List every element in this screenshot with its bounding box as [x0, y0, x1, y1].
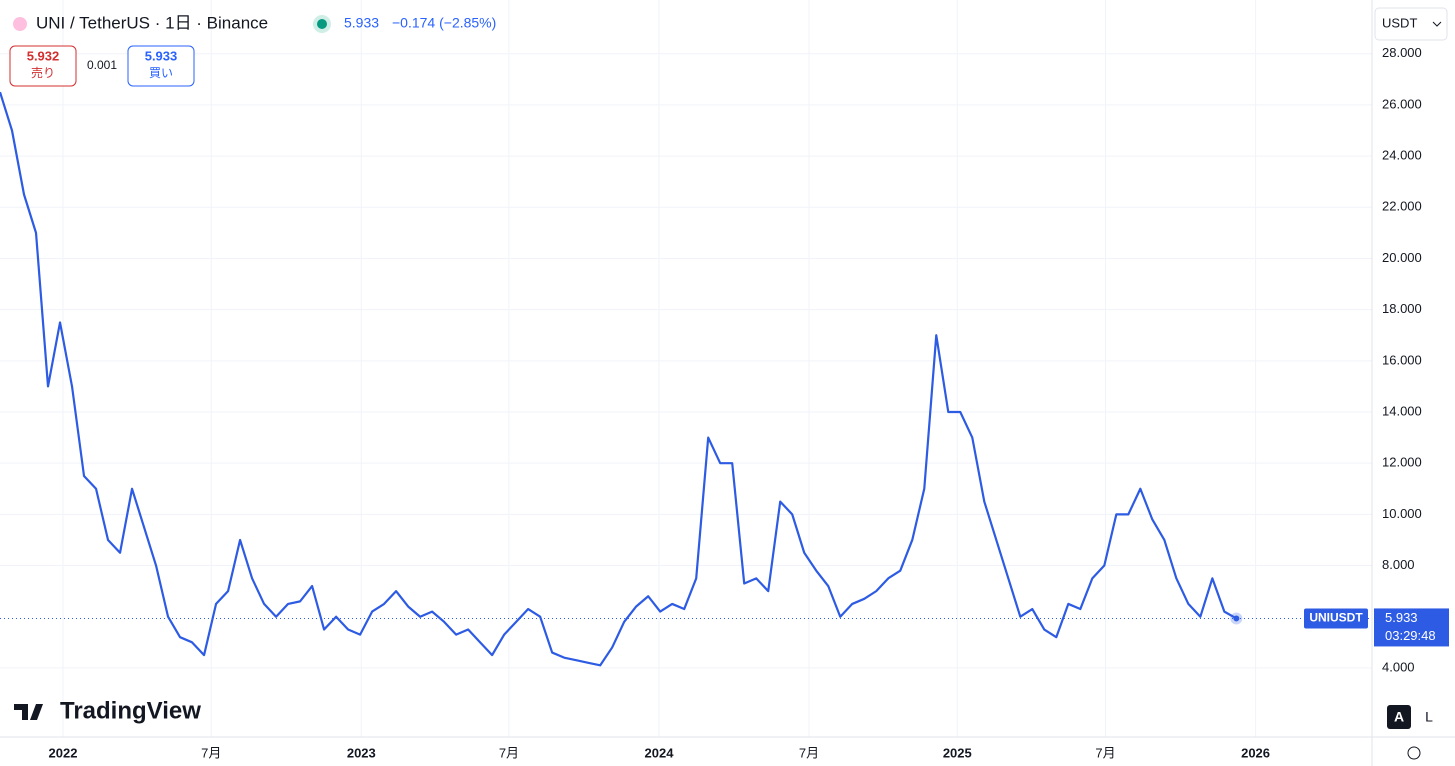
x-tick-label: 7月	[799, 745, 819, 760]
spread: 0.001	[87, 58, 117, 72]
y-tick-label: 26.000	[1382, 96, 1422, 111]
change: −0.174 (−2.85%)	[392, 15, 496, 31]
buy-label: 買い	[149, 66, 173, 80]
y-tick-label: 28.000	[1382, 45, 1422, 60]
log-label[interactable]: L	[1425, 709, 1433, 725]
y-tick-label: 20.000	[1382, 250, 1422, 265]
x-tick-label: 7月	[201, 745, 221, 760]
settings-icon[interactable]	[1407, 746, 1421, 760]
last-point	[1233, 615, 1240, 622]
x-tick-label: 2025	[943, 745, 972, 760]
y-tick-label: 16.000	[1382, 352, 1422, 367]
buy-price: 5.933	[145, 48, 178, 63]
y-tick-label: 22.000	[1382, 199, 1422, 214]
symbol-label: UNIUSDT	[1309, 611, 1363, 625]
x-tick-label: 2023	[347, 745, 376, 760]
y-tick-label: 14.000	[1382, 403, 1422, 418]
logo: TradingView	[60, 697, 201, 724]
price-tag-label: 5.933	[1385, 610, 1418, 625]
symbol-icon	[13, 17, 27, 31]
status-dot	[317, 19, 327, 29]
sell-button[interactable]	[9, 45, 77, 87]
x-tick-label: 7月	[1095, 745, 1115, 760]
countdown: 03:29:48	[1385, 628, 1436, 643]
y-tick-label: 12.000	[1382, 455, 1422, 470]
price-line	[0, 91, 1237, 667]
auto-button[interactable]	[1387, 705, 1411, 729]
y-tick-label: 8.000	[1382, 557, 1415, 572]
buy-button[interactable]	[127, 45, 195, 87]
y-tick-label: 18.000	[1382, 301, 1422, 316]
y-tick-label: 24.000	[1382, 148, 1422, 163]
y-tick-label: 10.000	[1382, 506, 1422, 521]
title: UNI / TetherUS · 1日 · Binance	[36, 13, 268, 32]
x-tick-label: 2026	[1241, 745, 1270, 760]
price-tag	[1374, 608, 1449, 647]
sell-price: 5.932	[27, 48, 60, 63]
symbol-tag	[1304, 608, 1368, 629]
x-tick-label: 2024	[645, 745, 675, 760]
x-tick-label: 2022	[49, 745, 78, 760]
currency-button[interactable]	[1374, 7, 1448, 41]
dropdown-icon	[1432, 21, 1442, 27]
y-tick-label: 4.000	[1382, 659, 1415, 674]
sell-label: 売り	[31, 65, 55, 80]
currency: USDT	[1382, 15, 1417, 30]
logo-icon	[14, 704, 43, 720]
price: 5.933	[344, 15, 379, 31]
auto-label: A	[1394, 709, 1404, 725]
x-tick-label: 7月	[499, 745, 519, 760]
